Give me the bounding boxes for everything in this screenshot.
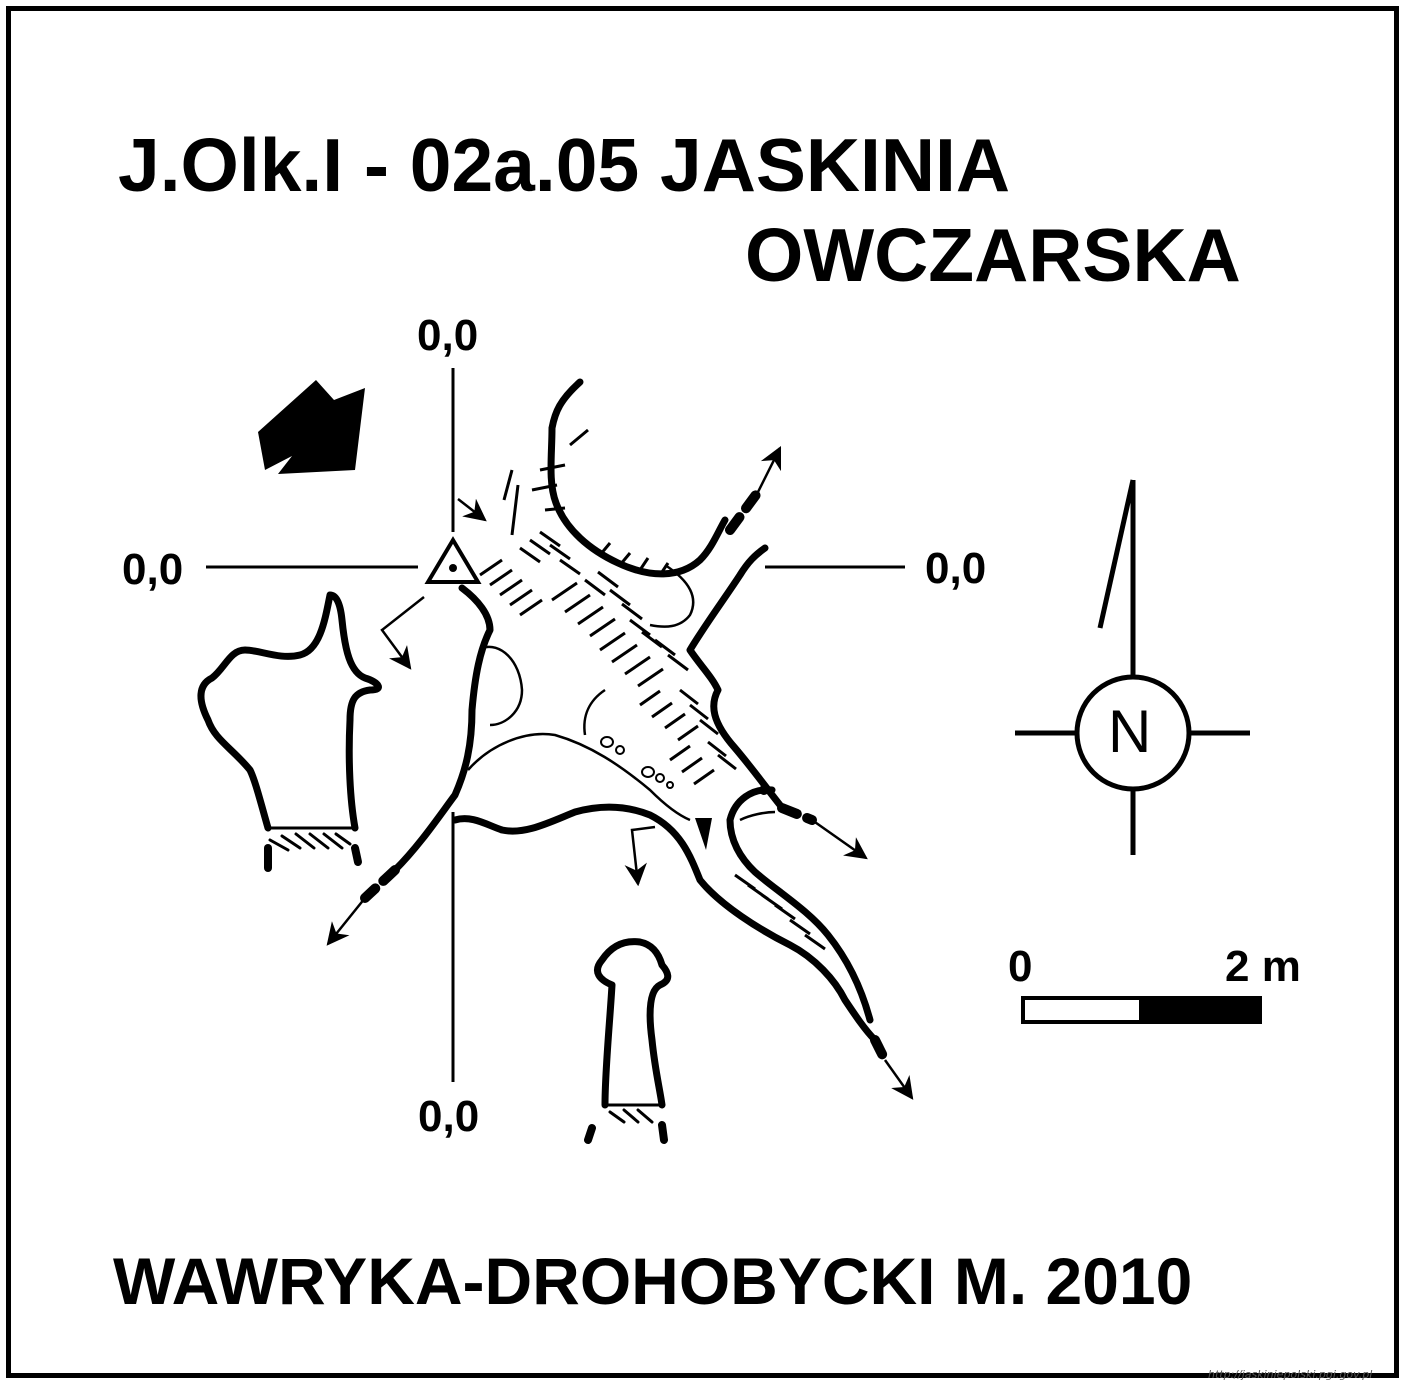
scale-start-label: 0 <box>1008 942 1033 991</box>
scale-end-label: 2 m <box>1225 942 1301 991</box>
passage-continuations <box>360 487 890 1065</box>
cross-section-2 <box>584 938 672 1144</box>
author-credit: WAWRYKA-DROHOBYCKI M. 2010 <box>113 1244 1193 1318</box>
datum-label-right: 0,0 <box>925 544 987 593</box>
datum-label-left: 0,0 <box>122 545 184 594</box>
cave-title-line2: OWCZARSKA <box>745 213 1241 297</box>
drip-marker-icon <box>695 818 712 850</box>
entrance-arrow-icon <box>258 380 365 474</box>
direction-arrows <box>326 445 914 1100</box>
north-arrow-icon <box>1015 479 1250 855</box>
map-frame <box>6 6 1399 1378</box>
cave-walls <box>391 378 879 1044</box>
datum-triangle-icon <box>424 536 482 584</box>
datum-crosshair <box>206 368 905 1082</box>
floor-hatching <box>479 428 826 951</box>
scale-bar <box>1021 996 1262 1024</box>
cave-title-line1: J.Olk.I - 02a.05 JASKINIA <box>118 123 1011 207</box>
source-url: http://jaskiniepolski.pgi.gov.pl <box>1208 1368 1373 1381</box>
datum-label-top: 0,0 <box>417 311 479 360</box>
boulders <box>600 736 769 795</box>
datum-label-bottom: 0,0 <box>418 1092 480 1141</box>
north-letter: N <box>1108 698 1152 765</box>
ledge-outlines <box>467 563 776 822</box>
cross-section-1 <box>197 591 382 872</box>
